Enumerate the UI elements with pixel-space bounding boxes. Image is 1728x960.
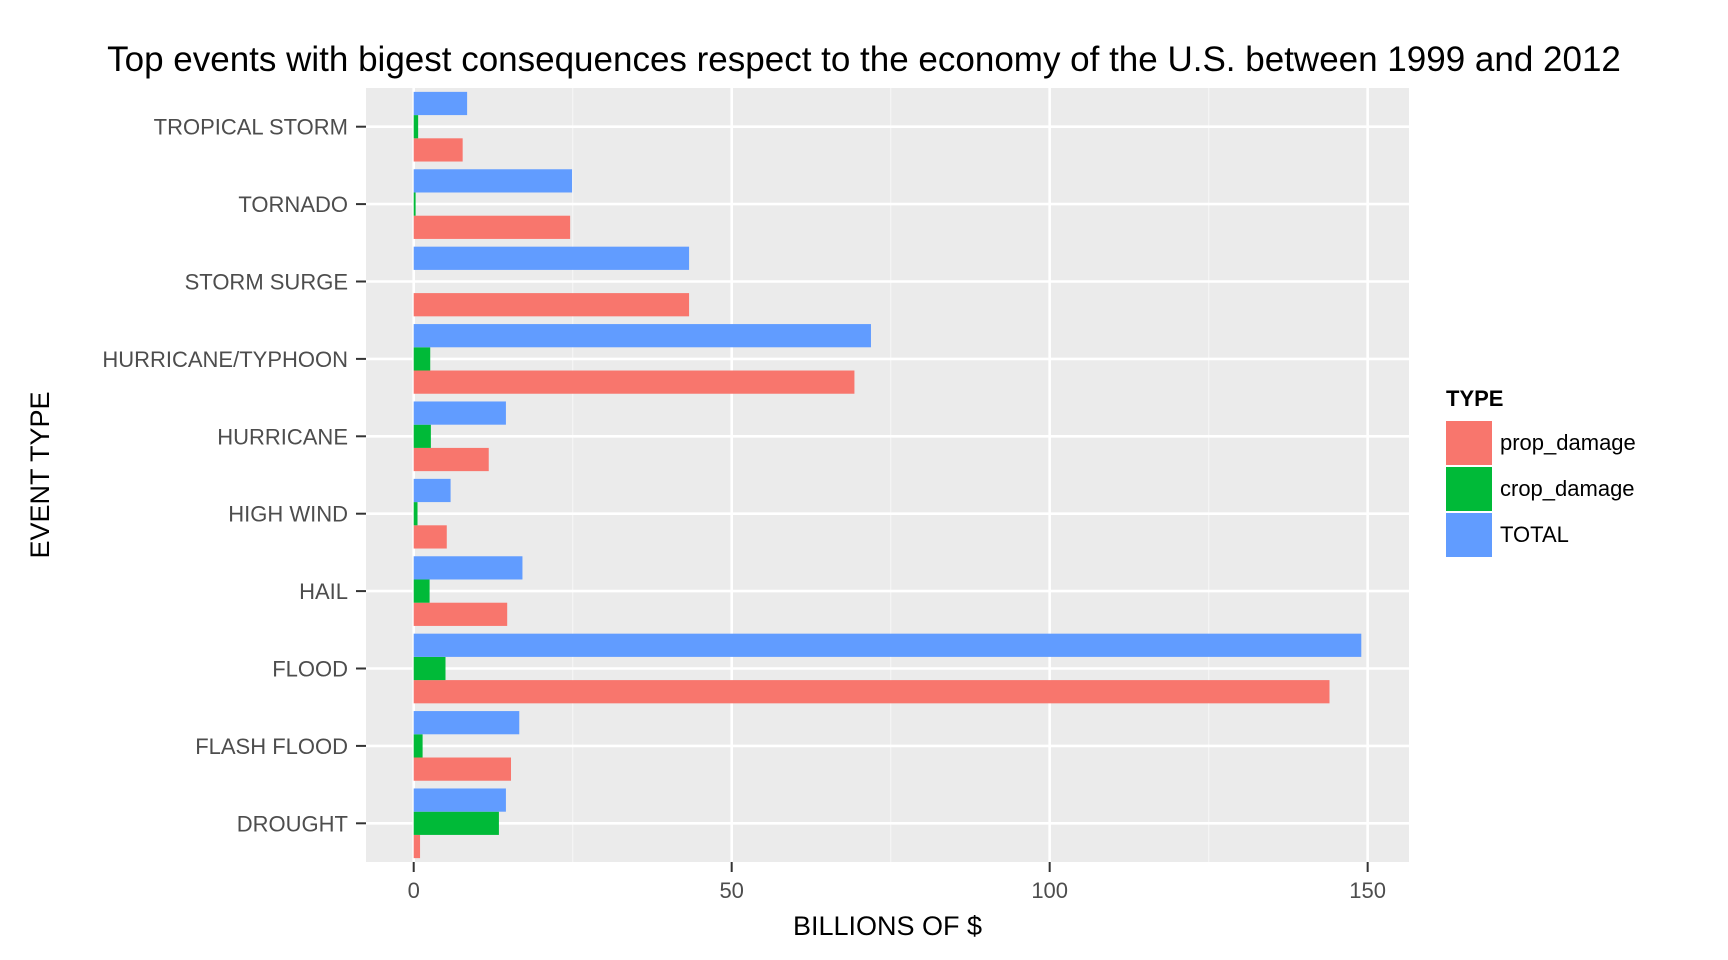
x-tick-label: 0: [408, 878, 420, 903]
legend-key-prop-damage: [1446, 421, 1492, 465]
bar-prop-damage-storm-surge: [413, 293, 690, 317]
y-tick-label: HIGH WIND: [228, 502, 348, 527]
bar-prop-damage-tornado: [413, 215, 571, 239]
y-axis-title: EVENT TYPE: [25, 391, 55, 558]
bar-crop-damage-hail: [413, 579, 430, 603]
x-tick-label: 50: [719, 878, 743, 903]
bar-crop-damage-hurricane: [413, 424, 431, 448]
bars: [413, 91, 1362, 859]
bar-prop-damage-high-wind: [413, 525, 447, 549]
bar-total-tornado: [413, 169, 573, 193]
bar-total-high-wind: [413, 478, 451, 503]
bar-total-flood: [413, 633, 1362, 657]
bar-crop-damage-flood: [413, 656, 446, 681]
bar-prop-damage-tropical-storm: [413, 138, 463, 162]
y-tick-label: HURRICANE/TYPHOON: [102, 347, 348, 372]
bar-crop-damage-hurricane-typhoon: [413, 347, 431, 371]
bar-crop-damage-flash-flood: [413, 734, 423, 758]
x-axis-title: BILLIONS OF $: [793, 911, 982, 941]
bar-crop-damage-tropical-storm: [413, 115, 419, 139]
bar-prop-damage-hurricane: [413, 447, 489, 472]
x-tick-label: 100: [1031, 878, 1068, 903]
y-tick-label: STORM SURGE: [185, 270, 348, 295]
axes: DROUGHT FLASH FLOOD FLOOD HAIL HIGH WIND HURR…: [102, 115, 1386, 903]
bar-total-flash-flood: [413, 711, 520, 735]
y-tick-label: FLASH FLOOD: [195, 734, 348, 759]
bar-crop-damage-tornado: [413, 192, 416, 216]
bar-prop-damage-flood: [413, 680, 1330, 704]
legend-item-total: TOTAL: [1446, 512, 1636, 558]
legend-item-prop-damage: prop_damage: [1446, 420, 1636, 466]
y-tick-label: HURRICANE: [217, 424, 348, 449]
bar-total-hail: [413, 556, 523, 580]
y-tick-label: FLOOD: [272, 657, 348, 682]
bar-prop-damage-hail: [413, 602, 508, 626]
bar-total-storm-surge: [413, 246, 690, 270]
chart-title: Top events with bigest consequences resp…: [107, 40, 1621, 79]
bar-prop-damage-hurricane-typhoon: [413, 370, 855, 394]
legend-label-prop-damage: prop_damage: [1500, 430, 1636, 455]
legend-key-total: [1446, 513, 1492, 557]
bar-prop-damage-drought: [413, 834, 421, 859]
bar-total-hurricane-typhoon: [413, 324, 871, 348]
x-tick-label: 150: [1349, 878, 1386, 903]
bar-crop-damage-drought: [413, 811, 499, 835]
legend-title: TYPE: [1446, 386, 1504, 411]
bar-prop-damage-flash-flood: [413, 757, 512, 781]
legend-key-crop-damage: [1446, 467, 1492, 511]
legend: TYPE prop_damage crop_damage TOTAL: [1446, 386, 1636, 558]
y-tick-label: HAIL: [299, 579, 348, 604]
grid-lines: [366, 88, 1409, 862]
bar-total-drought: [413, 788, 506, 812]
legend-label-total: TOTAL: [1500, 522, 1569, 547]
legend-item-crop-damage: crop_damage: [1446, 466, 1636, 512]
bar-total-tropical-storm: [413, 91, 468, 116]
bar-crop-damage-high-wind: [413, 502, 418, 526]
bar-total-hurricane: [413, 401, 506, 425]
y-tick-label: TROPICAL STORM: [154, 115, 348, 140]
y-tick-label: DROUGHT: [237, 811, 348, 836]
legend-label-crop-damage: crop_damage: [1500, 476, 1635, 501]
y-tick-label: TORNADO: [238, 192, 348, 217]
